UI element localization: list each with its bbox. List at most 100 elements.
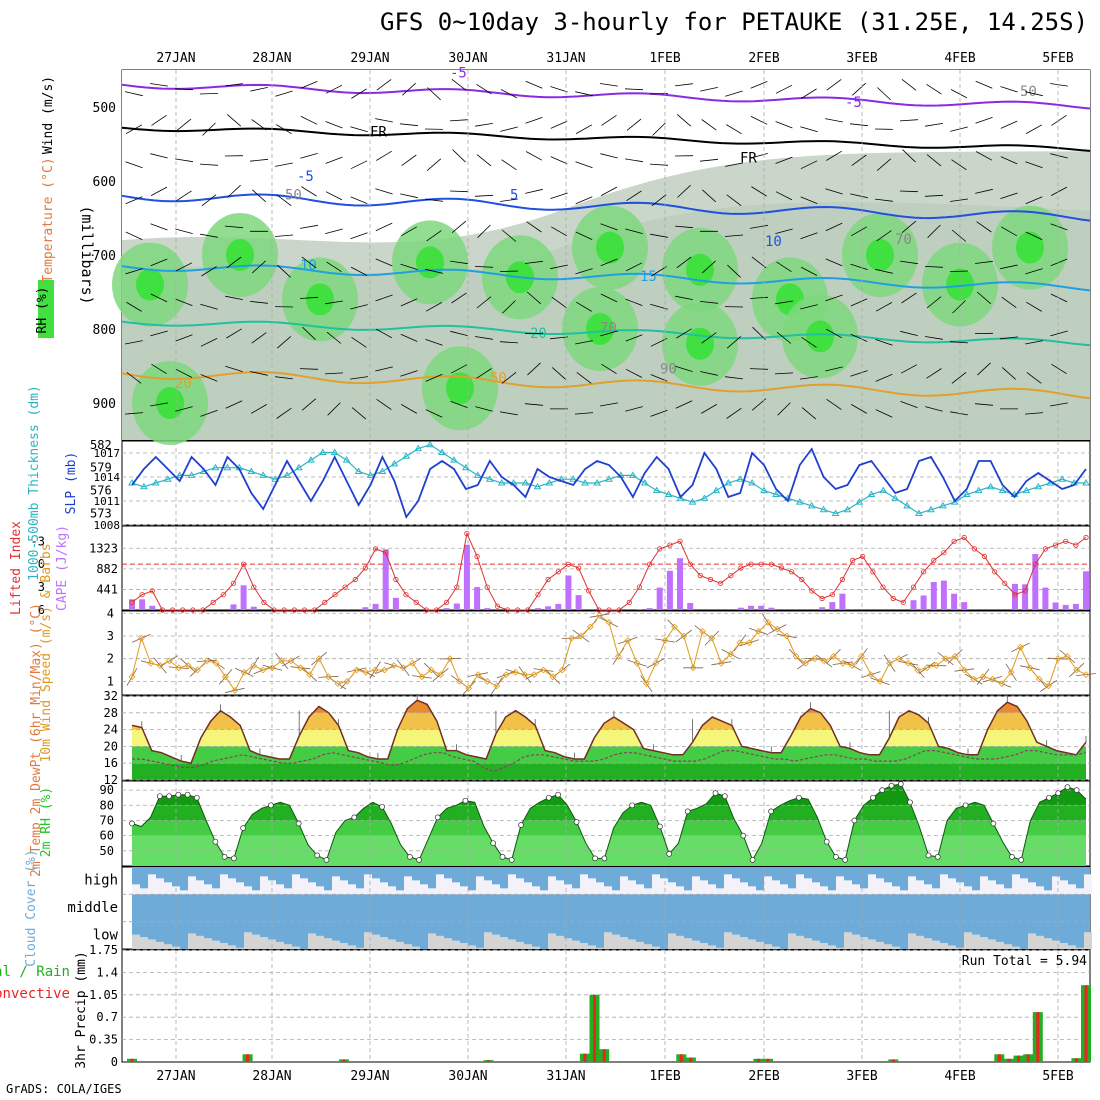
axis-labels: 27JAN 27JAN 28JAN 28JAN 29JAN 29JAN 30JAN 30JAN… bbox=[156, 51, 1073, 1084]
thickness-marker bbox=[915, 509, 923, 516]
wind-speed-marker bbox=[287, 657, 295, 665]
lifted-index-marker bbox=[849, 557, 856, 564]
wind-barb bbox=[1024, 412, 1044, 415]
cloud-high-clear bbox=[772, 880, 780, 895]
cloud-low-clear bbox=[772, 946, 780, 949]
cape-bar bbox=[1083, 571, 1089, 610]
wind-barb bbox=[350, 160, 368, 170]
cloud-high-clear bbox=[724, 874, 732, 895]
cloud-low-clear bbox=[316, 935, 324, 949]
wind-barb bbox=[199, 163, 219, 166]
wind-barb bbox=[875, 198, 893, 202]
cloud-low-clear bbox=[508, 939, 516, 949]
wind-barb bbox=[902, 149, 916, 163]
wind-speed-marker bbox=[138, 634, 145, 642]
wind-speed-marker bbox=[297, 664, 304, 672]
cloud-high-clear bbox=[540, 890, 548, 895]
wind-barb bbox=[850, 370, 868, 377]
cloud-low-clear bbox=[244, 932, 252, 949]
lifted-tick-label: 6 bbox=[38, 603, 45, 617]
lifted-index-marker bbox=[880, 584, 886, 590]
wind-barb bbox=[150, 223, 168, 231]
cloud-high-clear bbox=[380, 882, 388, 895]
wind-barb bbox=[449, 119, 469, 122]
lifted-index-marker bbox=[738, 565, 744, 571]
thickness-marker bbox=[831, 509, 840, 516]
wind-barb bbox=[375, 328, 393, 339]
rh-90-area bbox=[1016, 231, 1044, 264]
cloud-high-clear bbox=[612, 890, 620, 895]
cloud-low-clear bbox=[372, 934, 380, 949]
cloud-high-clear bbox=[860, 888, 868, 895]
lifted-index-marker bbox=[443, 599, 450, 606]
wind-speed-marker bbox=[427, 666, 435, 674]
rh-marker bbox=[379, 803, 385, 810]
thickness-marker bbox=[402, 452, 411, 459]
wind-barb bbox=[825, 118, 843, 123]
wind-barb bbox=[575, 231, 593, 240]
date-label-top: 28JAN bbox=[252, 51, 291, 66]
cloud-high-clear bbox=[916, 880, 924, 895]
wind-tick-label: 1 bbox=[107, 674, 114, 688]
cloud-high-clear bbox=[484, 880, 492, 895]
cape-bar bbox=[1032, 554, 1039, 610]
lifted-index-marker bbox=[484, 584, 490, 590]
wind-barb bbox=[451, 292, 467, 304]
lifted-index-marker bbox=[657, 546, 663, 552]
lifted-index-marker bbox=[717, 580, 724, 586]
cloud-high-clear bbox=[212, 888, 220, 895]
wind-barb bbox=[325, 300, 343, 305]
cape-bar bbox=[1042, 587, 1049, 610]
wind-barb bbox=[999, 336, 1019, 340]
wind-barb bbox=[326, 261, 342, 273]
wind-barb bbox=[500, 89, 518, 99]
wind-speed-marker bbox=[661, 637, 669, 644]
cloud-high-clear bbox=[164, 882, 172, 895]
cloud-low-clear bbox=[428, 933, 436, 949]
cloud-low-clear bbox=[644, 944, 652, 949]
cloud-low-clear bbox=[444, 938, 452, 949]
cape-bar bbox=[392, 597, 399, 610]
lifted-index-marker bbox=[170, 607, 176, 613]
precip-conv-bar bbox=[602, 1049, 606, 1062]
date-label-bottom: 1FEB bbox=[649, 1069, 680, 1084]
thickness-marker bbox=[664, 490, 673, 497]
wind-barb bbox=[1000, 264, 1018, 270]
wind-barb bbox=[1050, 153, 1068, 159]
wind-barb bbox=[826, 150, 842, 161]
temp-axis-label: 2m Temp 2m DewPt (6hr Min/Max) (°C) bbox=[29, 603, 44, 877]
wind-speed-marker bbox=[792, 653, 800, 660]
wind-speed-marker bbox=[325, 673, 332, 681]
rh-band bbox=[132, 805, 1086, 821]
wind-barb bbox=[850, 193, 868, 199]
wind-speed-marker bbox=[886, 659, 893, 667]
cloud-low-clear bbox=[204, 938, 212, 949]
cloud-high-clear bbox=[1004, 888, 1012, 895]
cloud-low-clear bbox=[548, 933, 556, 949]
lifted-index-marker bbox=[525, 607, 531, 613]
wind-barb bbox=[826, 79, 842, 91]
thickness-marker bbox=[712, 486, 721, 494]
wind-barb bbox=[852, 82, 866, 96]
cloud-low-clear bbox=[940, 943, 948, 949]
wind-barb bbox=[676, 256, 692, 269]
wind-barb bbox=[301, 398, 317, 411]
cloud-low-clear bbox=[860, 937, 868, 949]
cloud-low-clear bbox=[876, 941, 884, 949]
wind-barb bbox=[376, 79, 392, 91]
cloud-high-clear bbox=[292, 874, 300, 895]
wind-barb bbox=[727, 264, 741, 278]
cape-bar bbox=[575, 595, 582, 610]
wind-barb bbox=[275, 162, 293, 167]
cloud-low-clear bbox=[220, 943, 228, 949]
cape-bar bbox=[535, 608, 541, 610]
cloud-high-clear bbox=[388, 886, 396, 895]
wind-speed-marker bbox=[783, 632, 791, 640]
pressure-tick-label: 800 bbox=[93, 323, 116, 338]
wind-barb bbox=[875, 302, 893, 312]
wind-speed-marker bbox=[876, 678, 884, 685]
thickness-tick-label: 576 bbox=[90, 484, 112, 498]
lifted-index-marker bbox=[1032, 561, 1038, 567]
cloud-high-clear bbox=[924, 884, 932, 895]
wind-speed-marker bbox=[998, 680, 1006, 687]
